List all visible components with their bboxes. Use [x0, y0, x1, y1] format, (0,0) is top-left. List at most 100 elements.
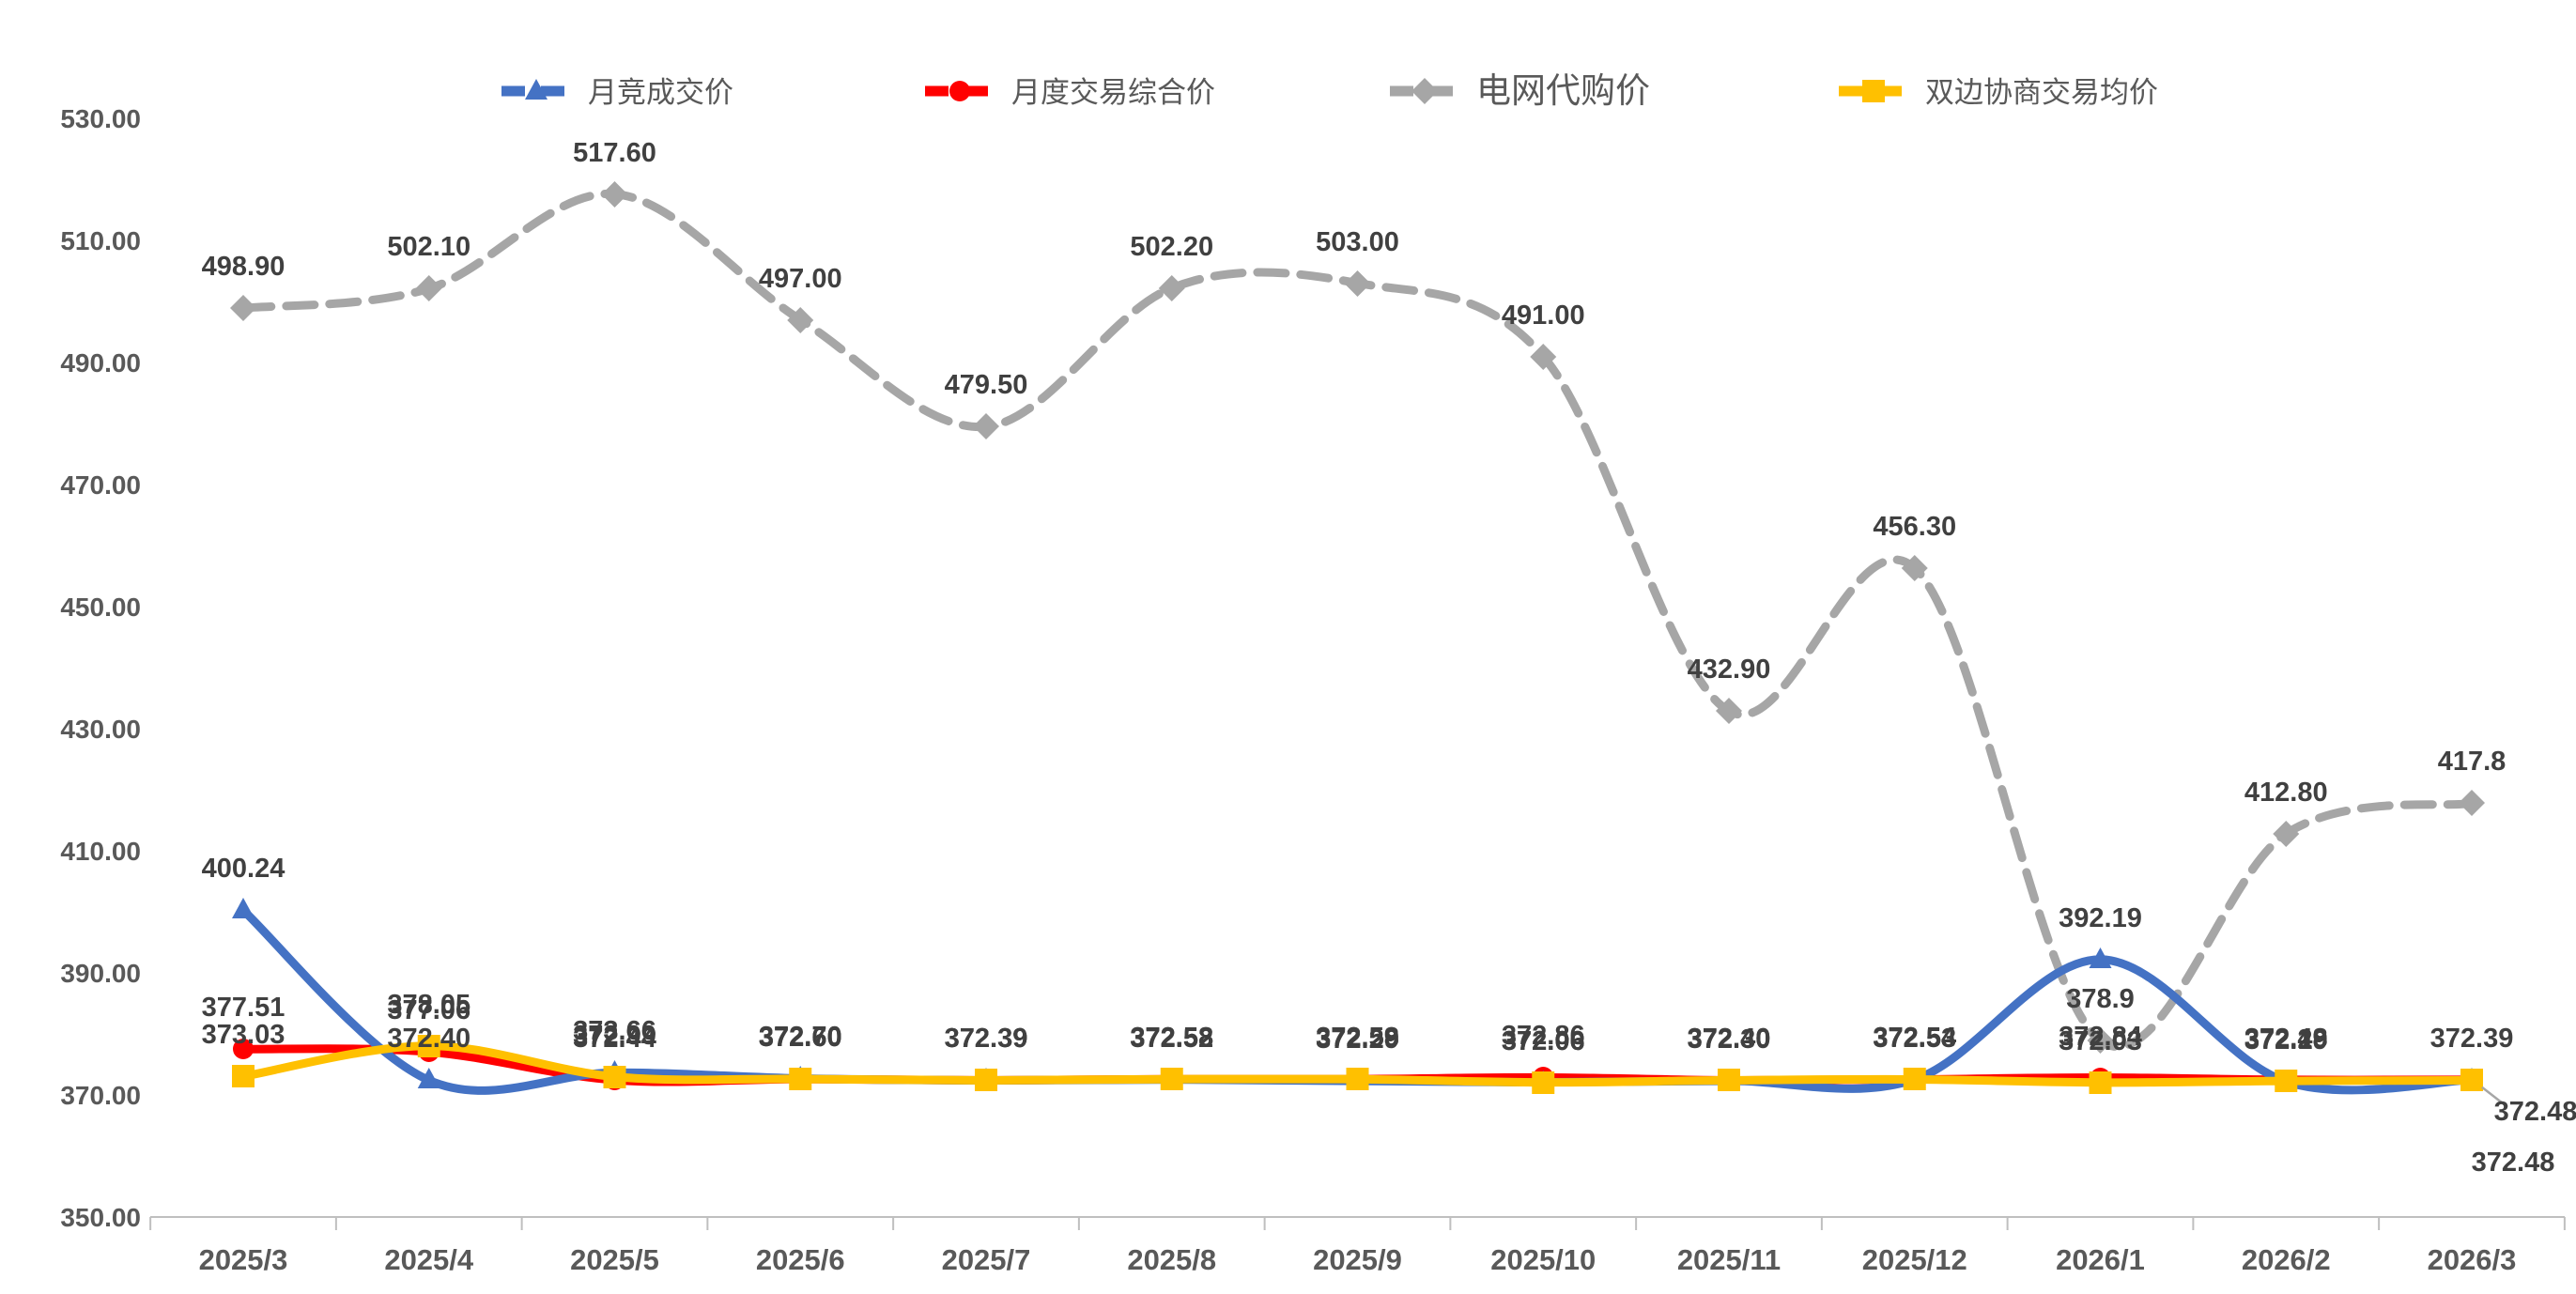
data-label: 372.40	[1688, 1024, 1771, 1054]
y-axis-label: 430.00	[60, 715, 141, 744]
x-axis-label: 2025/10	[1490, 1243, 1596, 1276]
data-label: 372.30	[1688, 1024, 1771, 1055]
legend-item-2: 电网代购价	[1390, 71, 1650, 110]
data-label: 372.40	[1688, 1024, 1771, 1054]
legend-key-marker	[949, 81, 970, 101]
data-label: 400.24	[202, 854, 285, 884]
data-point-marker	[789, 1068, 812, 1090]
data-label: 372.06	[1502, 1026, 1585, 1056]
legend-label: 月度交易综合价	[1011, 76, 1215, 109]
data-point-marker	[415, 275, 442, 301]
y-axis-label: 510.00	[60, 226, 141, 255]
data-point-marker	[417, 1068, 440, 1088]
x-axis	[149, 1216, 2566, 1230]
data-label: 417.8	[2438, 747, 2507, 777]
data-label: 372.06	[1502, 1026, 1585, 1056]
data-label: 479.50	[945, 370, 1028, 400]
data-label: 503.00	[1316, 227, 1399, 257]
data-label: 372.03	[2059, 1026, 2142, 1056]
legend: 月竞成交价 月度交易综合价 电网代购价 双边协商交易均价	[501, 71, 2158, 110]
data-point-marker	[2089, 1071, 2112, 1094]
data-label: 497.00	[759, 264, 842, 294]
legend-label: 电网代购价	[1476, 71, 1650, 110]
data-point-marker	[232, 898, 255, 918]
data-point-marker	[1160, 1068, 1183, 1090]
data-label: 372.99	[573, 1021, 656, 1051]
series-2-line-group	[230, 181, 2485, 1054]
data-point-marker	[2460, 1069, 2483, 1091]
data-label: 372.44	[573, 1024, 656, 1054]
x-axis-label: 2025/9	[1313, 1243, 1402, 1276]
data-label: 377.51	[202, 993, 285, 1023]
data-label: 392.19	[2059, 903, 2142, 933]
y-axis: 350.00 370.00 390.00 410.00 430.00 450.00 470.…	[60, 104, 141, 1232]
y-axis-label: 470.00	[60, 470, 141, 500]
y-axis-label: 450.00	[60, 593, 141, 622]
data-point-marker	[1158, 275, 1185, 301]
data-label: 498.90	[202, 252, 285, 282]
legend-item-0: 月竞成交价	[501, 76, 733, 109]
legend-item-1: 月度交易综合价	[925, 76, 1215, 109]
y-axis-label: 370.00	[60, 1081, 141, 1110]
data-label: 372.48	[2472, 1148, 2555, 1178]
data-label: 372.60	[759, 1023, 842, 1053]
data-point-marker	[1530, 344, 1557, 370]
data-point-marker	[232, 1065, 255, 1087]
x-axis-label: 2025/12	[1862, 1243, 1967, 1276]
y-axis-label: 490.00	[60, 348, 141, 377]
data-point-marker	[233, 1039, 254, 1059]
data-label: 372.58	[1130, 1023, 1213, 1053]
legend-label: 月竞成交价	[588, 76, 733, 109]
data-label: 456.30	[1873, 512, 1956, 542]
data-label: 372.39	[945, 1024, 1028, 1054]
data-label: 372.39	[945, 1024, 1028, 1054]
label-leader-line	[2481, 1086, 2508, 1108]
data-point-marker	[1903, 1068, 1926, 1090]
legend-key-marker	[1862, 80, 1885, 102]
data-label: 372.39	[2430, 1024, 2514, 1054]
data-label: 378.05	[387, 990, 470, 1020]
x-axis-label: 2025/4	[384, 1243, 474, 1276]
data-point-marker	[230, 295, 256, 321]
x-axis-label: 2025/5	[570, 1243, 659, 1276]
x-axis-label: 2025/7	[942, 1243, 1031, 1276]
data-point-marker	[2459, 790, 2485, 816]
data-label: 372.48	[2494, 1097, 2576, 1127]
data-label: 432.90	[1688, 655, 1771, 685]
x-axis-label: 2026/1	[2056, 1243, 2145, 1276]
data-label: 372.58	[1130, 1023, 1213, 1053]
data-label: 372.54	[1873, 1023, 1956, 1053]
legend-label: 双边协商交易均价	[1925, 76, 2158, 109]
y-axis-label: 530.00	[60, 104, 141, 133]
y-axis-label: 410.00	[60, 837, 141, 866]
data-point-marker	[1718, 1069, 1740, 1091]
data-label: 372.19	[2244, 1025, 2328, 1055]
data-point-marker	[975, 1069, 997, 1091]
data-point-marker	[1346, 1068, 1369, 1090]
data-label: 372.53	[1873, 1024, 1956, 1054]
legend-item-3: 双边协商交易均价	[1839, 76, 2158, 109]
data-point-marker	[1344, 270, 1371, 297]
data-label: 412.80	[2244, 778, 2328, 808]
data-point-marker	[1716, 698, 1742, 724]
data-point-marker	[2275, 1070, 2298, 1092]
data-label: 377.06	[387, 995, 470, 1025]
data-label: 372.29	[2244, 1024, 2328, 1055]
data-label: 372.59	[1316, 1023, 1399, 1053]
data-label: 372.84	[2059, 1022, 2142, 1052]
data-label: 372.86	[1502, 1021, 1585, 1051]
x-axis-labels: 2025/3 2025/4 2025/5 2025/6 2025/7 2025/8 2025…	[199, 1243, 2517, 1276]
x-axis-label: 2026/3	[2428, 1243, 2517, 1276]
data-label: 372.58	[1316, 1023, 1399, 1053]
data-label: 372.48	[2244, 1024, 2328, 1054]
data-point-marker	[973, 413, 999, 439]
data-point-marker	[417, 1035, 440, 1057]
x-axis-label: 2025/3	[199, 1243, 288, 1276]
data-label: 491.00	[1502, 300, 1585, 331]
y-axis-label: 390.00	[60, 959, 141, 988]
x-axis-label: 2026/2	[2242, 1243, 2331, 1276]
